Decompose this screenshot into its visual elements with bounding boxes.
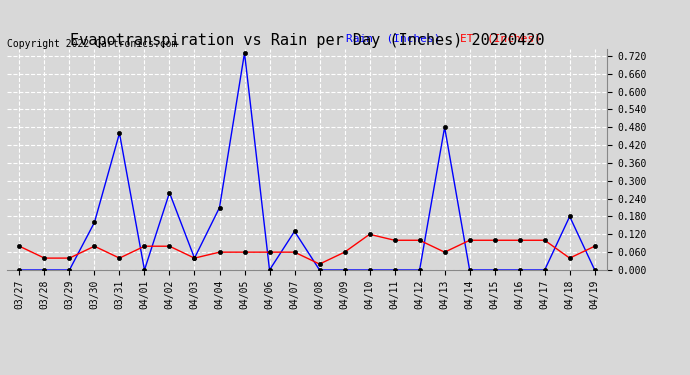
Text: ET  (Inches): ET (Inches) <box>460 34 541 44</box>
Text: Rain  (Inches): Rain (Inches) <box>346 34 441 44</box>
Text: Copyright 2022 Cartronics.com: Copyright 2022 Cartronics.com <box>7 39 177 50</box>
Title: Evapotranspiration vs Rain per Day (Inches) 20220420: Evapotranspiration vs Rain per Day (Inch… <box>70 33 544 48</box>
